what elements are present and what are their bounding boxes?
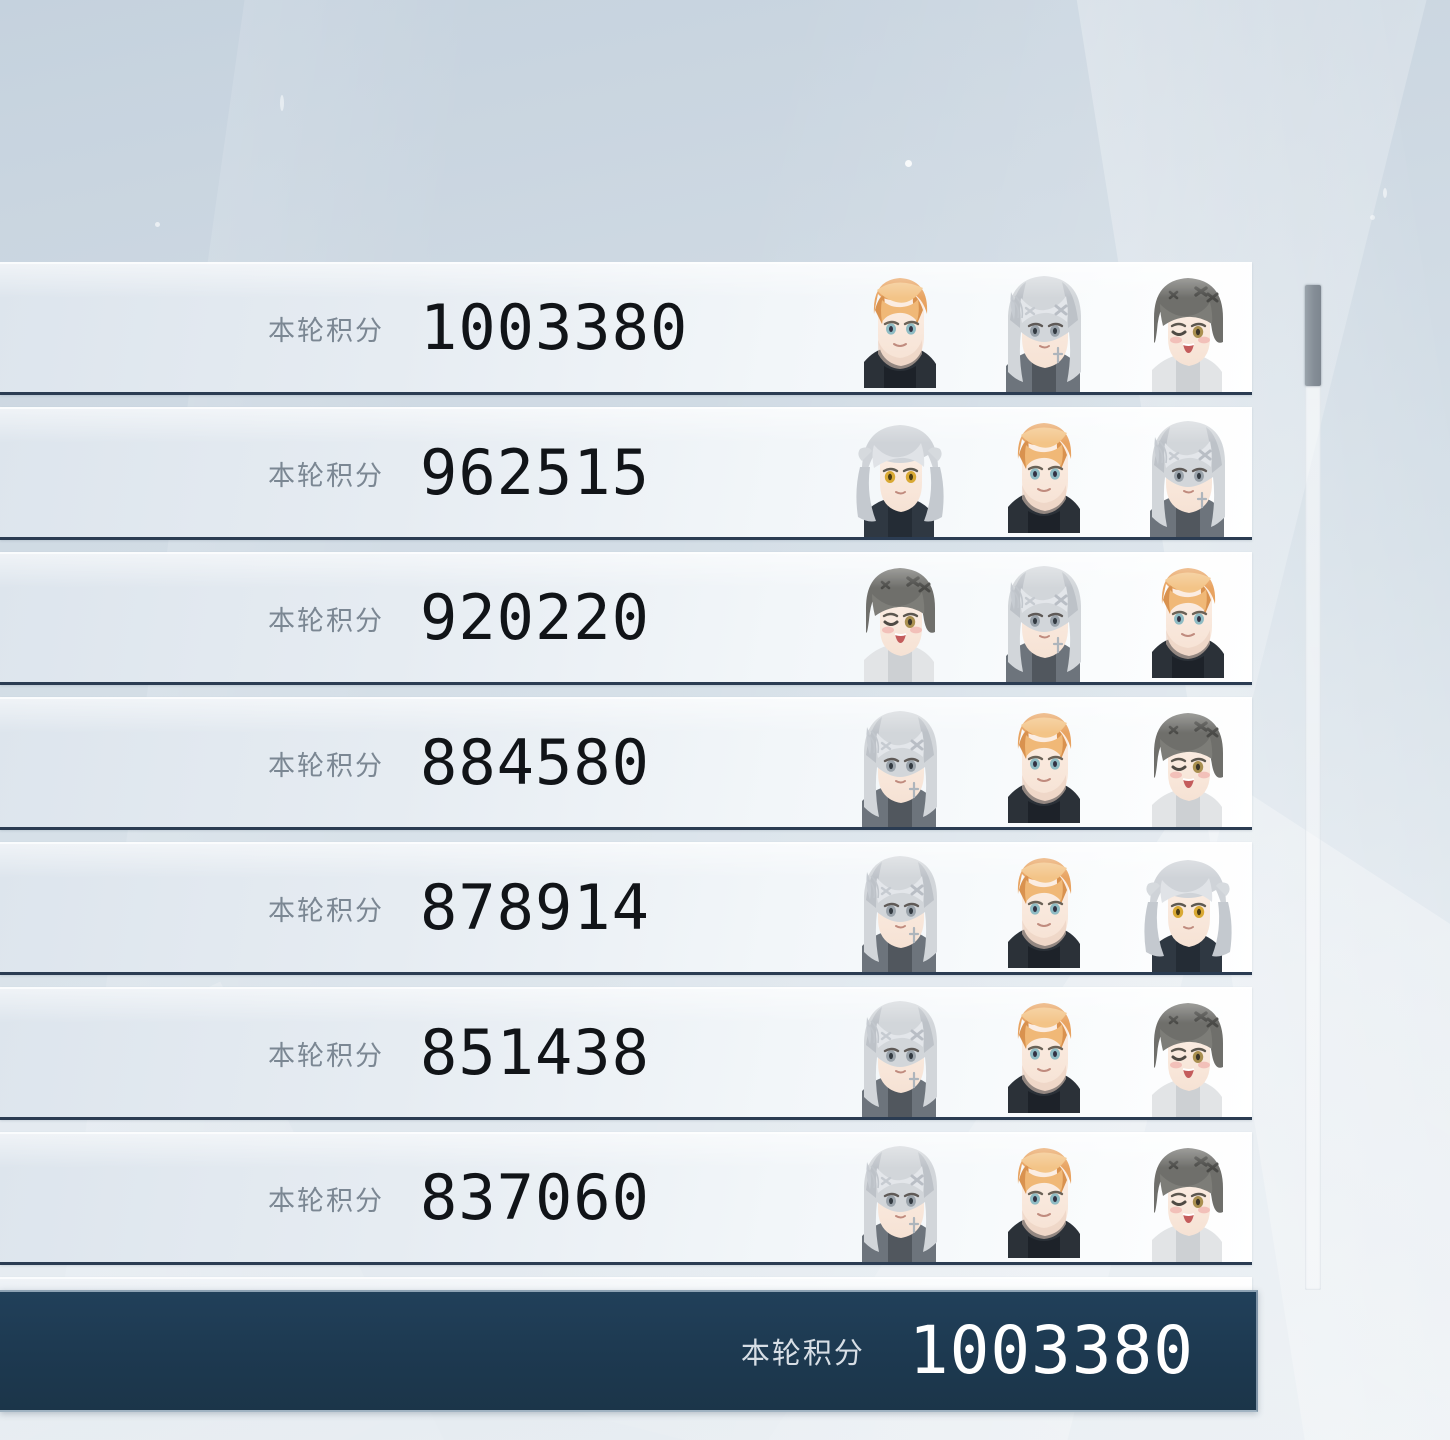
row-score-value: 837060 [420,1161,650,1234]
ranking-row[interactable]: 本轮积分 920220 [0,552,1252,685]
row-score-value: 1003380 [420,291,689,364]
row-team-avatars [812,989,1252,1117]
row-team-avatars [812,264,1252,392]
avatar-blonde-boy[interactable] [988,995,1100,1117]
sparkle-particle [1383,188,1387,198]
ranking-row[interactable]: 本轮积分 851438 [0,987,1252,1120]
scrollbar-thumb[interactable] [1305,285,1321,386]
avatar-gray-bob-wink-girl[interactable] [1132,1140,1244,1262]
avatar-silver-braid-girl[interactable] [844,995,956,1117]
ranking-row[interactable]: 本轮积分 962515 [0,407,1252,540]
player-score-summary-bar: 本轮积分 1003380 [0,1290,1258,1412]
avatar-silver-braid-girl[interactable] [988,270,1100,392]
ranking-row[interactable]: 本轮积分 884580 [0,697,1252,830]
sparkle-particle [155,222,160,227]
row-score-label: 本轮积分 [268,460,384,492]
row-score-label: 本轮积分 [268,895,384,927]
avatar-blonde-boy[interactable] [988,415,1100,537]
avatar-gray-bob-wink-girl[interactable] [844,560,956,682]
avatar-silver-braid-girl[interactable] [844,1140,956,1262]
sparkle-particle [905,160,912,167]
row-score-value: 851438 [420,1016,650,1089]
bottom-score-value: 1003380 [908,1312,1194,1389]
row-score-label: 本轮积分 [268,315,384,347]
avatar-gray-bob-wink-girl[interactable] [1132,995,1244,1117]
row-score-label: 本轮积分 [268,605,384,637]
avatar-blonde-boy[interactable] [988,850,1100,972]
ranking-row[interactable]: 本轮积分 1003380 [0,262,1252,395]
row-team-avatars [812,1279,1252,1290]
avatar-blonde-boy[interactable] [988,705,1100,827]
row-team-avatars [812,409,1252,537]
row-team-avatars [812,844,1252,972]
sparkle-particle [280,95,284,111]
ranking-row[interactable]: 本轮积分 878914 [0,842,1252,975]
scrollbar-track[interactable] [1305,285,1321,1290]
avatar-silver-twintail-gold-eyes-girl[interactable] [844,415,956,537]
row-team-avatars [812,554,1252,682]
avatar-silver-braid-girl[interactable] [1132,415,1244,537]
avatar-silver-twintail-gold-eyes-girl[interactable] [1132,850,1244,972]
ranking-row[interactable]: 本轮积分 837060 [0,1132,1252,1265]
avatar-blonde-boy[interactable] [844,270,956,392]
bottom-score-label: 本轮积分 [740,1336,865,1370]
avatar-gray-bob-wink-girl[interactable] [1132,705,1244,827]
avatar-silver-braid-girl[interactable] [844,850,956,972]
avatar-blonde-boy[interactable] [988,1140,1100,1262]
row-score-value: 962515 [420,436,650,509]
row-score-value: 920220 [420,581,650,654]
row-score-label: 本轮积分 [268,750,384,782]
ranking-list[interactable]: 本轮积分 1003380 [0,262,1255,1290]
row-team-avatars [812,699,1252,827]
row-score-value: 884580 [420,726,650,799]
row-team-avatars [812,1134,1252,1262]
avatar-silver-braid-girl[interactable] [988,560,1100,682]
row-score-value: 878914 [420,871,650,944]
sparkle-particle [1370,215,1375,220]
row-score-label: 本轮积分 [268,1040,384,1072]
avatar-gray-bob-wink-girl[interactable] [1132,270,1244,392]
row-score-label: 本轮积分 [268,1185,384,1217]
avatar-silver-braid-girl[interactable] [844,705,956,827]
avatar-blonde-boy[interactable] [1132,560,1244,682]
